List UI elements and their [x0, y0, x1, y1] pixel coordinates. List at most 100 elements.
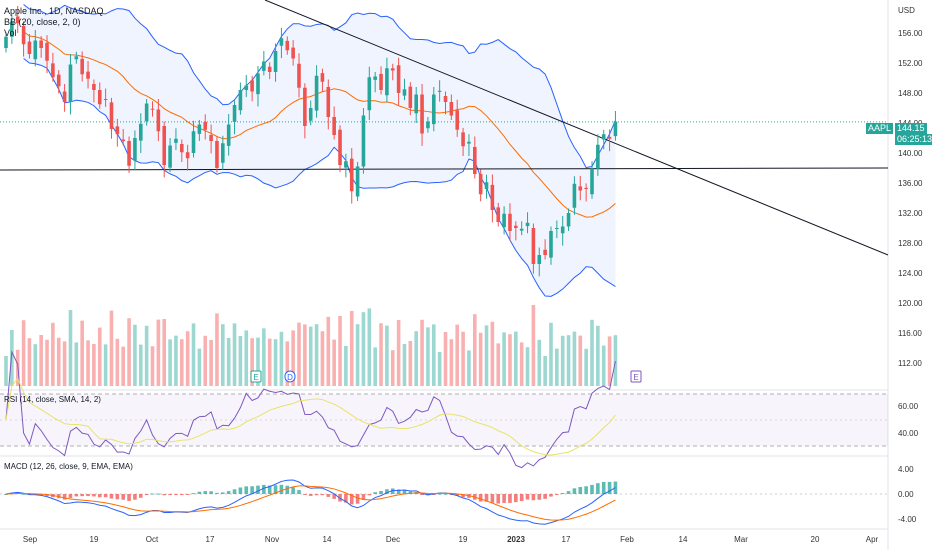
candle-body — [525, 222, 530, 227]
volume-bar — [426, 327, 430, 386]
time-tick-label: 17 — [562, 535, 571, 544]
macd-indicator-label[interactable]: MACD (12, 26, close, 9, EMA, EMA) — [4, 462, 133, 471]
macd-histogram-bar — [584, 486, 588, 494]
rsi-indicator-label[interactable]: RSI (14, close, SMA, 14, 2) — [4, 395, 101, 404]
candle-body — [74, 56, 79, 60]
bb-upper-line — [23, 4, 616, 169]
time-tick-label: Sep — [23, 535, 38, 544]
candle-body — [314, 75, 319, 111]
macd-histogram-bar — [168, 494, 172, 496]
volume-indicator-label[interactable]: Vol — [4, 28, 17, 38]
volume-bar — [273, 339, 278, 386]
macd-histogram-bar — [74, 494, 79, 497]
volume-bar — [396, 320, 401, 386]
candle-body — [256, 73, 260, 95]
time-tick-label: 17 — [206, 535, 215, 544]
candle-body — [502, 213, 506, 228]
volume-bar — [437, 352, 442, 386]
candle-body — [555, 228, 559, 229]
candle-body — [508, 213, 512, 231]
macd-histogram-bar — [121, 494, 125, 500]
candle-body — [379, 73, 383, 90]
volume-bar — [590, 319, 594, 386]
macd-histogram-bar — [144, 494, 149, 496]
countdown-tag: 06:25:13 — [895, 134, 932, 145]
candle-body — [203, 121, 208, 130]
volume-bar — [97, 327, 102, 386]
candle-body — [121, 139, 125, 141]
volume-bar — [226, 338, 231, 386]
volume-bar — [39, 335, 43, 386]
volume-bar — [314, 324, 319, 386]
price-tick-label: 140.00 — [898, 149, 923, 158]
macd-histogram-bar — [543, 494, 547, 499]
macd-histogram-bar — [232, 489, 237, 494]
candle-body — [232, 105, 237, 122]
volume-bar — [297, 322, 301, 386]
volume-bar — [543, 356, 547, 386]
macd-histogram-bar — [150, 493, 155, 495]
candle-body — [578, 186, 583, 191]
volume-bar — [262, 328, 266, 386]
volume-bar — [308, 326, 313, 386]
candle-body — [97, 90, 102, 105]
macd-histogram-bar — [531, 494, 536, 501]
macd-histogram-bar — [478, 494, 483, 502]
candle-body — [10, 21, 14, 37]
volume-bar — [408, 341, 413, 386]
macd-histogram-bar — [402, 490, 407, 494]
macd-histogram-bar — [355, 494, 360, 504]
macd-histogram-bar — [431, 494, 436, 495]
candle-body — [420, 94, 424, 134]
symbol-label[interactable]: Apple Inc., 1D, NASDAQ — [4, 6, 104, 16]
macd-histogram-bar — [578, 487, 583, 494]
volume-bar — [607, 336, 612, 386]
candle-body — [150, 108, 155, 110]
candle-body — [21, 25, 26, 45]
candle-body — [244, 85, 249, 90]
volume-bar — [267, 338, 272, 386]
macd-histogram-bar — [555, 494, 559, 495]
candle-body — [303, 87, 307, 126]
macd-histogram-bar — [502, 494, 506, 503]
candle-body — [103, 99, 108, 100]
macd-histogram-bar — [215, 492, 219, 494]
macd-histogram-bar — [262, 484, 266, 494]
candle-body — [455, 110, 460, 130]
volume-bar — [537, 339, 542, 386]
macd-histogram-bar — [209, 491, 213, 494]
macd-histogram-bar — [97, 494, 102, 498]
macd-histogram-bar — [490, 494, 495, 503]
candle-body — [133, 138, 137, 161]
volume-bar — [51, 322, 55, 386]
last-price-tag: 144.15 — [895, 123, 927, 134]
candle-body — [115, 126, 120, 135]
bb-indicator-label[interactable]: BB (20, close, 2, 0) — [4, 17, 81, 27]
macd-histogram-bar — [174, 494, 178, 495]
volume-bar — [86, 340, 90, 386]
candle-body — [156, 109, 161, 132]
candle-body — [62, 91, 67, 102]
candle-body — [478, 174, 483, 195]
candle-body — [308, 108, 313, 121]
volume-bar — [168, 339, 172, 386]
candle-body — [27, 41, 32, 54]
candle-body — [531, 228, 536, 264]
candle-body — [613, 121, 618, 137]
candle-body — [496, 207, 501, 222]
trend-line-horizontal — [0, 167, 889, 171]
price-tick-label: 152.00 — [898, 59, 923, 68]
candle-body — [221, 143, 225, 163]
volume-bar — [519, 342, 524, 386]
volume-bar — [555, 348, 559, 386]
volume-bar — [601, 345, 606, 386]
macd-histogram-bar — [180, 494, 184, 495]
candle-body — [285, 40, 290, 51]
candle-body — [385, 68, 389, 96]
macd-histogram-bar — [80, 494, 84, 497]
volume-bar — [584, 348, 588, 386]
volume-bar — [68, 310, 73, 386]
volume-bar — [185, 331, 190, 386]
